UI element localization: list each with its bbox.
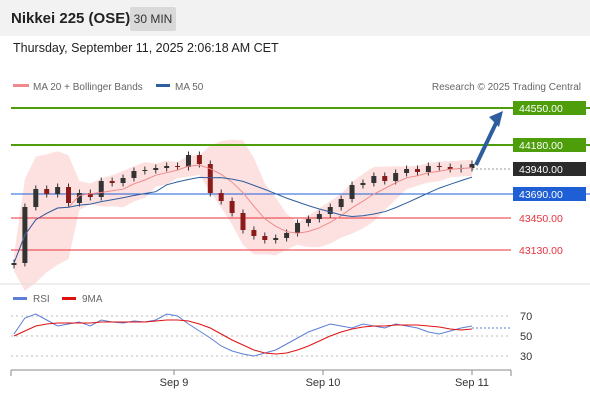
ma20-line (13, 164, 473, 264)
candle-body (55, 187, 61, 194)
candle-body (338, 199, 344, 207)
candle-body (33, 189, 39, 207)
ma50-legend-label: MA 50 (175, 82, 204, 93)
level-label-pivot: 43940.00 (519, 164, 563, 176)
candle-body (207, 164, 213, 193)
header-bar (0, 0, 590, 36)
level-label-support: 43130.00 (519, 245, 563, 257)
candle-body (76, 193, 82, 203)
candle-body (66, 187, 72, 203)
x-tick-label: Sep 11 (455, 377, 489, 389)
candle-body (153, 168, 159, 170)
candle-body (425, 166, 431, 172)
candle-body (447, 167, 453, 169)
candle-body (44, 189, 50, 194)
candle-body (164, 166, 170, 168)
candle-body (273, 238, 279, 240)
candle-body (109, 181, 115, 183)
candle-body (11, 263, 17, 265)
ma50-line (13, 176, 473, 264)
candle-body (240, 213, 246, 230)
level-label-bg-current (513, 187, 586, 201)
ma9-legend-label: 9MA (82, 294, 103, 305)
candle-body (262, 236, 268, 240)
ma20-legend-swatch (13, 84, 29, 87)
candle-body (305, 219, 311, 223)
x-tick-label: Sep 10 (306, 377, 341, 389)
rsi-tick-label: 50 (520, 331, 532, 343)
level-label-current: 43690.00 (519, 189, 563, 201)
candle-body (284, 233, 290, 238)
candle-body (404, 169, 410, 173)
rsi-legend-swatch (13, 297, 27, 300)
candle-body (295, 223, 301, 233)
rsi-tick-label: 30 (520, 351, 532, 363)
credit-label: Research © 2025 Trading Central (432, 82, 581, 93)
candle-body (131, 171, 137, 178)
candle-body (218, 193, 224, 201)
rsi-legend-label: RSI (33, 294, 50, 305)
candle-body (175, 166, 181, 167)
level-label-bg-resistance (513, 101, 586, 115)
level-label-bg-resistance (513, 138, 586, 152)
candle-body (196, 155, 202, 164)
ma20-legend-label: MA 20 + Bollinger Bands (33, 82, 143, 93)
level-label-support: 43450.00 (519, 213, 563, 225)
level-label-resistance: 44180.00 (519, 140, 563, 152)
candle-body (251, 230, 257, 236)
candle-body (327, 207, 333, 214)
candle-body (98, 181, 104, 197)
candle-body (316, 214, 322, 219)
x-tick-label: Sep 9 (160, 377, 189, 389)
candle-body (360, 183, 366, 185)
level-label-resistance: 44550.00 (519, 103, 563, 115)
rsi-line (13, 313, 473, 357)
timeframe-button[interactable]: 30 MIN (130, 7, 176, 31)
candle-body (349, 185, 355, 199)
candle-body (469, 164, 475, 168)
candle-body (382, 176, 388, 181)
ma50-legend-swatch (156, 84, 170, 87)
candle-body (371, 176, 377, 183)
candle-body (120, 178, 126, 183)
instrument-title: Nikkei 225 (OSE) (11, 10, 131, 27)
timestamp: Thursday, September 11, 2025 2:06:18 AM … (13, 41, 279, 55)
candle-body (393, 173, 399, 181)
candle-body (436, 166, 442, 167)
ma9-legend-swatch (62, 297, 76, 300)
candle-body (185, 155, 191, 167)
candle-body (229, 201, 235, 213)
projection-arrow (474, 118, 500, 166)
candle-body (142, 170, 148, 171)
candle-body (414, 169, 420, 172)
projection-arrowhead (489, 111, 503, 127)
rsi-tick-label: 70 (520, 311, 532, 323)
candle-body (87, 193, 93, 197)
rsi-ma9-line (13, 319, 473, 355)
level-label-bg-pivot (513, 162, 586, 176)
